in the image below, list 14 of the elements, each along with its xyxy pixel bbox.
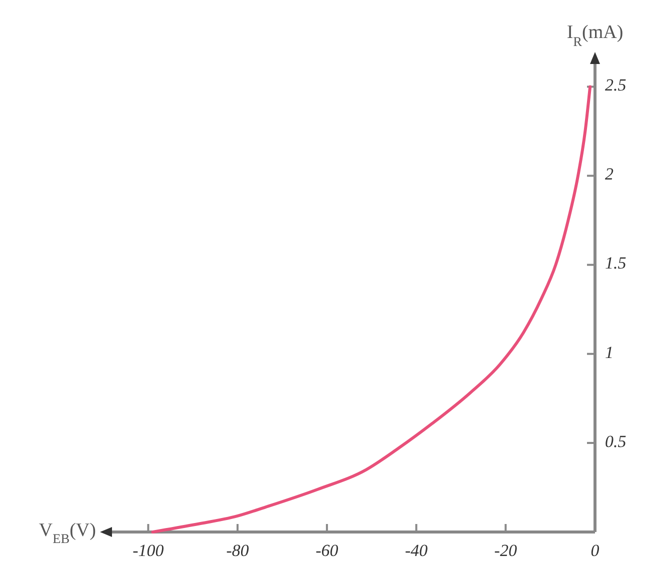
x-tick-label: 0 — [590, 541, 600, 560]
y-tick-label: 2 — [605, 164, 614, 184]
x-tick-label: -60 — [316, 541, 339, 560]
x-tick-label: -20 — [494, 541, 518, 560]
y-tick-label: 0.5 — [605, 432, 626, 451]
y-tick-label: 2.5 — [605, 76, 626, 95]
x-tick-label: -100 — [132, 541, 164, 560]
x-tick-label: -80 — [226, 541, 250, 560]
y-tick-label: 1 — [605, 342, 614, 362]
y-tick-label: 1.5 — [605, 254, 626, 273]
y-axis-title: I$_{R}$(mA) — [566, 22, 624, 48]
x-axis-title: V$_{EB}$(V) — [38, 520, 96, 546]
x-tick-label: -40 — [404, 541, 428, 560]
line-series — [151, 85, 592, 534]
